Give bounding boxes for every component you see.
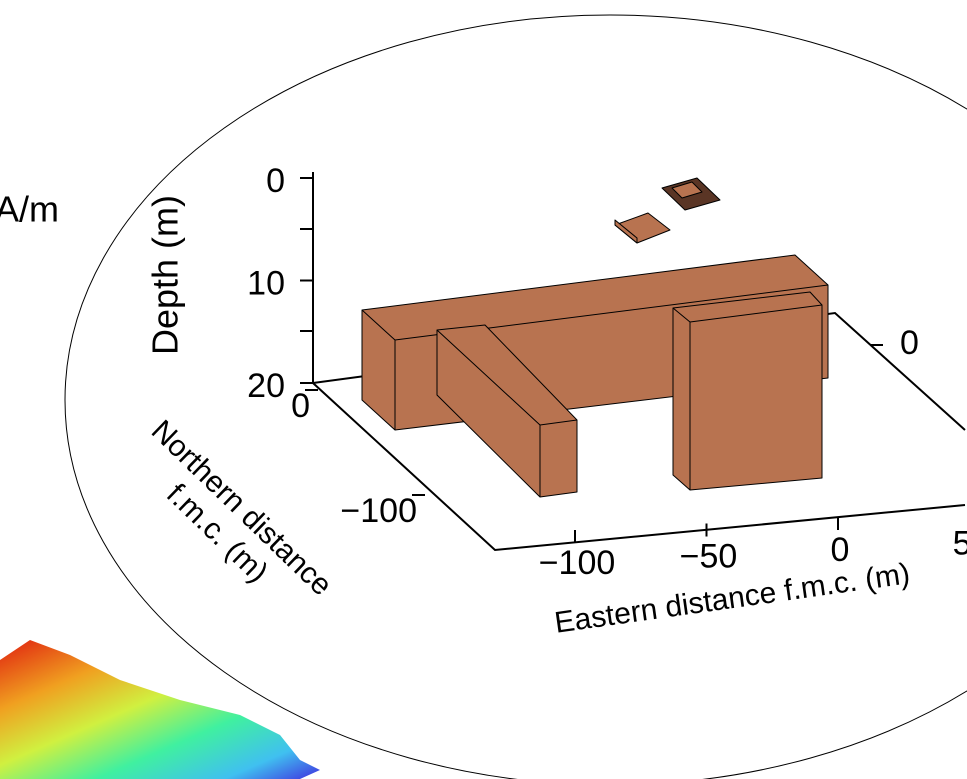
colorbar-unit: A/m — [0, 189, 59, 230]
tick-label: 0 — [291, 387, 310, 425]
box — [672, 291, 823, 491]
axis-frame — [312, 172, 966, 552]
tick-label: 20 — [247, 367, 285, 405]
box — [436, 324, 578, 498]
tick-label: 10 — [247, 264, 285, 302]
box — [671, 181, 703, 199]
terrain-surface — [0, 640, 320, 779]
view-ellipse — [64, 14, 967, 779]
boxes — [361, 177, 829, 498]
tick-label: 0 — [831, 531, 850, 569]
tick-label: −100 — [539, 544, 616, 582]
z-axis-label: Depth (m) — [145, 195, 186, 355]
box — [614, 219, 638, 244]
tick-label: 0 — [266, 162, 285, 200]
tick-label: 0 — [900, 324, 919, 362]
tick-label: −100 — [340, 492, 417, 530]
tick-label: 50 — [953, 524, 967, 562]
tick-label: −50 — [680, 537, 738, 575]
